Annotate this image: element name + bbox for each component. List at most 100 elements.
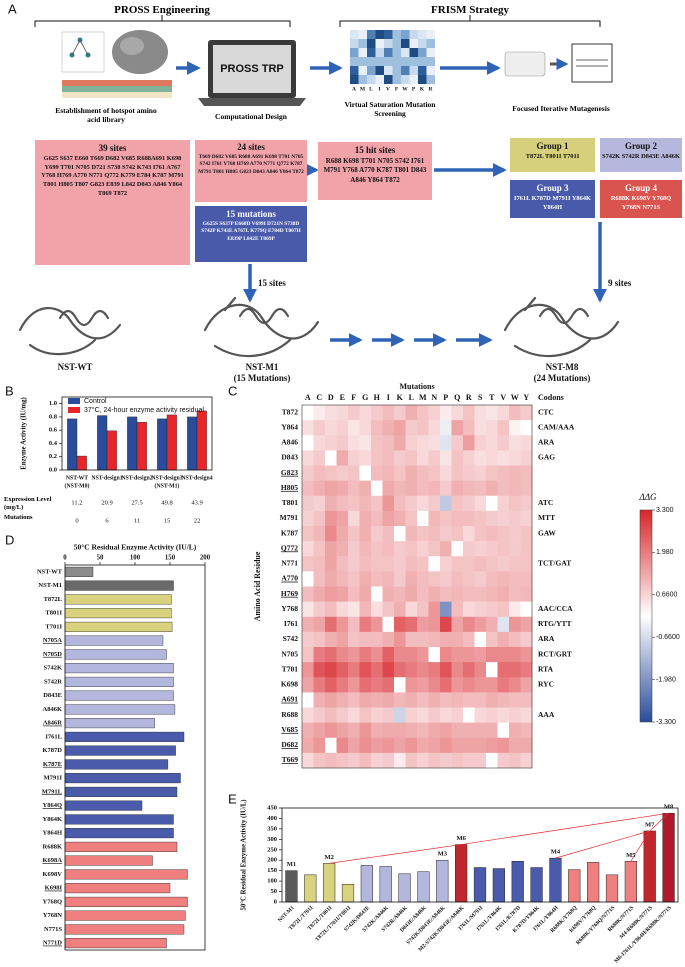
bar [417,871,430,903]
heat-cell [440,405,452,421]
x-tick-label: 50 [97,555,104,562]
heat-cell [509,722,521,739]
row-label: K787 [281,528,298,537]
column-label: C [316,393,322,402]
heat-cell [417,435,429,451]
heat-cell [371,631,383,648]
box-content: 15 mutations G625S S637P E660D V699I D721… [197,209,305,243]
y-axis-label: 50°C Residual Enzyme Activity (IU/L) [241,799,248,910]
bar-annotation: M1 [287,861,296,868]
box-content: 39 sites G625 S637 E660 T669 D682 V685 R6… [37,143,188,198]
legend-swatch [68,398,80,404]
heat-cell [348,571,360,587]
heat-cell [405,526,418,542]
heat-cell [428,631,441,648]
heat-cell [520,526,533,542]
heat-cell [474,692,487,708]
y-tick-label: 1.0 [49,400,57,407]
heat-cell [497,465,510,481]
heat-cell [348,722,360,739]
heatmap-icon-cell [367,66,376,75]
heatmap-icon-cell [401,39,410,48]
heat-cell [313,541,326,557]
heat-cell [474,707,487,723]
heat-cell [474,662,487,678]
heatmap-icon-cell [392,66,401,75]
box-hit-sites [318,142,432,200]
bar-annotation: M6 [456,835,466,842]
plot-frame [64,564,206,951]
table-value: 20.9 [101,499,112,506]
heat-cell [336,616,349,633]
heat-cell [359,692,372,708]
heat-cell [463,480,475,497]
heat-cell [520,450,533,466]
table-value: 15 [164,517,171,524]
heat-cell [520,405,533,421]
table-value: 6 [105,517,109,524]
heat-cell [497,541,510,557]
heat-cell [486,631,498,648]
heatmap-icon-letter: P [412,86,416,92]
heat-cell [336,662,349,678]
heat-cell [463,707,475,723]
group-box [600,180,682,218]
heat-cell [497,586,510,602]
heat-cell [417,737,429,754]
heat-cell [520,510,533,527]
y-tick-label: Y864Q [43,802,63,809]
heat-cell [509,420,521,436]
heat-cell [313,420,326,436]
heat-cell [405,692,418,708]
heat-cell [440,556,452,572]
section-title: PROSS Engineering [114,4,210,16]
heat-cell [463,405,475,421]
heat-cell [451,692,464,708]
heatmap-icon-letter: I [378,86,380,92]
heat-cell [509,692,521,708]
heatmap-icon-cell [409,57,418,66]
y-tick-label: K787E [43,761,62,768]
heat-cell [463,601,475,618]
y-axis-label: Amino Acid Residue [253,551,262,621]
heat-cell [371,752,383,769]
heat-cell [302,405,314,421]
heat-cell [509,662,521,678]
heatmap-icon-letter: W [402,86,408,92]
x-tick-label: 0 [63,555,67,562]
y-tick-label: M791I [44,775,63,782]
plot-frame [301,404,533,769]
heat-cell [463,692,475,708]
group-content: Group 2 S742K S742R D843E A846K [602,141,680,162]
heat-cell [417,480,429,497]
group-text: T872L T801I T701I [525,153,580,160]
heat-cell [382,677,395,693]
heat-cell [428,541,441,557]
heat-cell [336,586,349,602]
x-tick-label: 200 [200,555,211,562]
row-label: A770 [281,574,298,583]
heat-cell [497,601,510,618]
heat-cell [451,405,464,421]
y-tick-label: I761L [45,733,62,740]
heatmap-icon-letter: A [352,86,356,92]
y-tick-label: Y864H [43,830,63,837]
colorbar-tick-label: -1.980 [656,676,676,683]
heat-cell [486,435,498,451]
bar [157,418,168,471]
plate-icon [504,43,613,83]
heat-cell [474,435,487,451]
heat-cell [336,465,349,481]
heat-cell [417,571,429,587]
heat-cell [417,662,429,678]
protein-note: (15 Mutations) [234,373,291,383]
heatmap-icon-cell [384,57,393,66]
arrow-label: 15 sites [258,278,286,288]
heat-cell [417,495,429,512]
heat-cell [451,707,464,723]
heat-cell [313,405,326,421]
bar [166,414,177,471]
box-title: 24 sites [237,142,265,152]
y-tick-label: 50 [271,888,278,895]
